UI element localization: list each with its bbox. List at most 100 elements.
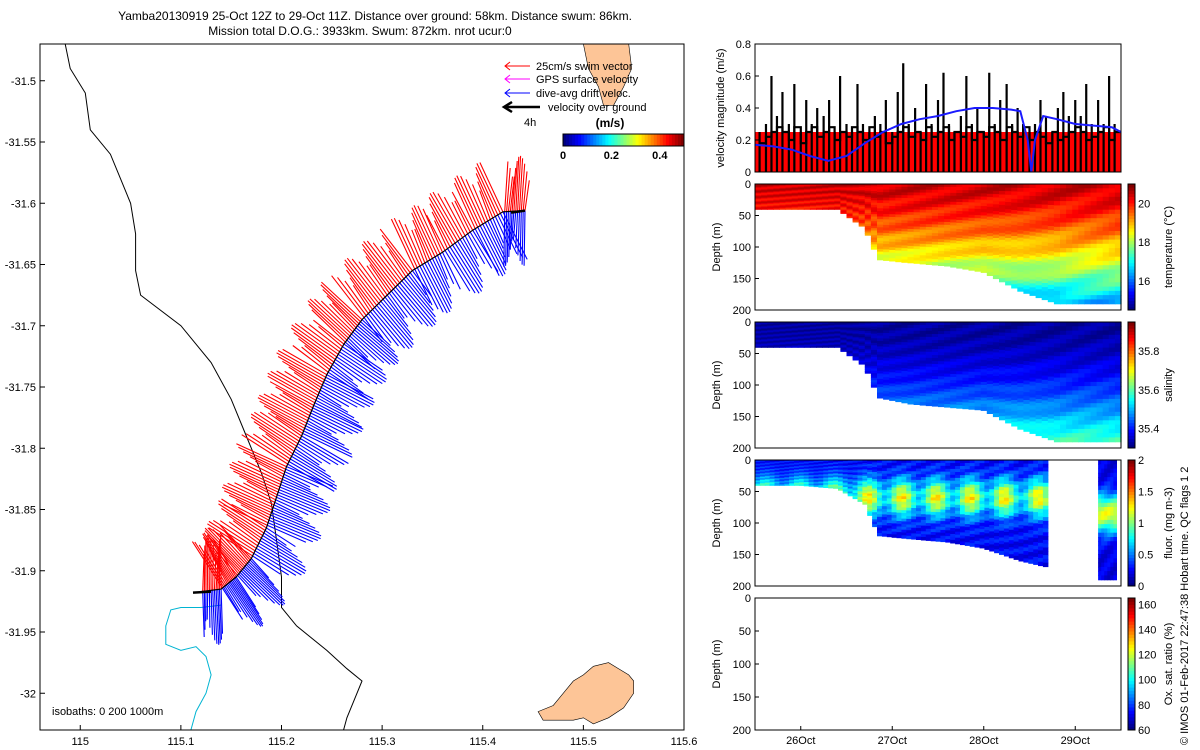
heatmap-cell xyxy=(895,239,902,243)
heatmap-cell xyxy=(1023,411,1031,417)
heatmap-cell xyxy=(962,359,970,363)
heatmap-cell xyxy=(913,237,921,242)
heatmap-cell xyxy=(992,332,1000,337)
heatmap-cell xyxy=(925,209,933,214)
heatmap-cell xyxy=(864,229,872,232)
heatmap-cell xyxy=(798,471,805,474)
heatmap-cell xyxy=(761,203,768,206)
heatmap-cell xyxy=(1060,351,1067,357)
heatmap-cell xyxy=(852,205,860,208)
heatmap-cell xyxy=(791,208,799,210)
heatmap-cell xyxy=(828,202,835,205)
heatmap-cell xyxy=(1114,239,1122,245)
heatmap-cell xyxy=(1017,371,1024,377)
heatmap-cell xyxy=(764,469,771,471)
heatmap-cell xyxy=(803,196,811,199)
heatmap-cell xyxy=(761,322,768,325)
heatmap-cell xyxy=(872,507,878,511)
swim-vector xyxy=(277,356,324,383)
heatmap-cell xyxy=(808,480,815,482)
drift-vector xyxy=(305,425,345,446)
heatmap-cell xyxy=(896,490,902,494)
heatmap-cell xyxy=(901,482,907,486)
drift-vector xyxy=(270,514,322,537)
heatmap-cell xyxy=(791,205,799,208)
heatmap-cell xyxy=(797,189,805,191)
heatmap-cell xyxy=(1041,379,1049,385)
drift-vector xyxy=(226,583,254,623)
salinity-colorbar-cell xyxy=(1128,350,1135,354)
heatmap-cell xyxy=(1072,351,1079,357)
heatmap-cell xyxy=(1029,405,1037,411)
legend-swim: 25cm/s swim vector xyxy=(536,61,633,73)
heatmap-cell xyxy=(895,250,902,254)
heatmap-cell xyxy=(901,330,909,335)
heatmap-cell xyxy=(1047,364,1055,369)
heatmap-cell xyxy=(938,385,945,389)
heatmap-cell xyxy=(980,196,988,201)
heatmap-cell xyxy=(1114,322,1122,327)
heatmap-cell xyxy=(931,218,939,223)
heatmap-cell xyxy=(883,189,890,193)
heatmap-cell xyxy=(1041,429,1049,434)
heatmap-cell xyxy=(968,227,976,231)
heatmap-cell xyxy=(1108,213,1116,219)
heatmap-cell xyxy=(886,495,893,499)
swim-vector xyxy=(293,332,335,363)
heatmap-cell xyxy=(779,326,787,328)
heatmap-cell xyxy=(1005,415,1012,420)
heatmap-cell xyxy=(919,192,927,197)
heatmap-cell xyxy=(986,184,994,188)
heatmap-cell xyxy=(1041,416,1049,422)
heatmap-cell xyxy=(785,199,793,201)
swim-vector xyxy=(239,475,278,496)
heatmap-cell xyxy=(1041,383,1049,389)
heatmap-cell xyxy=(895,347,902,351)
heatmap-cell xyxy=(992,403,1000,407)
heatmap-cell xyxy=(919,378,927,382)
heatmap-cell xyxy=(1072,381,1079,387)
heatmap-cell xyxy=(858,199,866,202)
drift-vector xyxy=(497,214,518,255)
heatmap-cell xyxy=(992,362,1000,367)
heatmap-cell xyxy=(842,485,849,488)
heatmap-cell xyxy=(840,334,848,337)
heatmap-cell xyxy=(877,387,884,391)
heatmap-cell xyxy=(846,341,854,343)
heatmap-cell xyxy=(1102,209,1110,215)
heatmap-cell xyxy=(1060,256,1067,262)
heatmap-cell xyxy=(755,185,762,188)
heatmap-cell xyxy=(974,190,982,194)
heatmap-cell xyxy=(1053,394,1061,400)
heatmap-cell xyxy=(877,200,884,204)
heatmap-cell xyxy=(809,341,817,344)
heatmap-cell xyxy=(1029,377,1037,383)
heatmap-cell xyxy=(773,199,780,201)
heatmap-cell xyxy=(980,218,988,223)
heatmap-cell xyxy=(1078,252,1085,258)
heatmap-cell xyxy=(833,475,839,477)
heatmap-cell xyxy=(938,358,945,362)
heatmap-cell xyxy=(1066,184,1073,189)
heatmap-cell xyxy=(925,354,933,359)
heatmap-cell xyxy=(925,221,933,225)
heatmap-cell xyxy=(803,185,811,188)
heatmap-cell xyxy=(913,357,921,361)
colorbar-frame xyxy=(562,133,685,147)
heatmap-cell xyxy=(834,203,841,206)
heatmap-cell xyxy=(813,461,820,464)
heatmap-cell xyxy=(992,268,1000,273)
heatmap-cell xyxy=(816,335,823,337)
heatmap-cell xyxy=(1084,209,1092,215)
heatmap-cell xyxy=(1102,243,1110,249)
heatmap-cell xyxy=(870,370,878,374)
heatmap-cell xyxy=(840,337,848,340)
heatmap-cell xyxy=(1035,354,1043,360)
heatmap-cell xyxy=(789,463,795,466)
heatmap-cell xyxy=(1023,372,1031,378)
drift-vector xyxy=(502,211,528,260)
heatmap-cell xyxy=(913,345,921,350)
heatmap-cell xyxy=(877,522,883,526)
drift-vector xyxy=(322,384,365,408)
heatmap-cell xyxy=(1072,377,1079,383)
